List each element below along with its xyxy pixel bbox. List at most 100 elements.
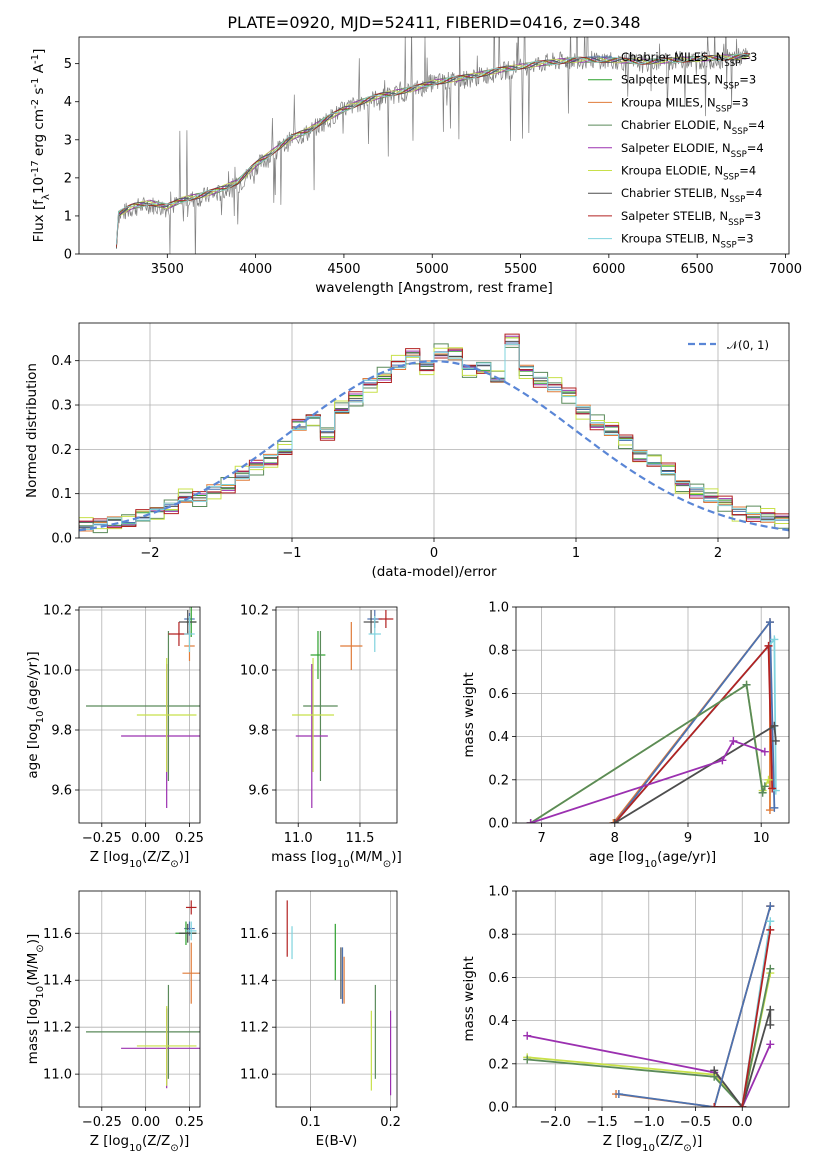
mass-vs-ebv-xlabel: E(B-V) (316, 1133, 358, 1149)
mass-vs-Z-ytick-label: 11.4 (43, 974, 72, 989)
weight-vs-Z-axes: −2.0 −1.5 −1.0 −0.5 0.0 0.0 0.2 0.4 0.6 0.8 1.0 Z [… (461, 885, 790, 1154)
residuals-ytick-label: 0.2 (51, 443, 72, 458)
spectrum-xtick-label: 6500 (681, 262, 714, 277)
mass-weight-marker (738, 1103, 747, 1107)
spectrum-xlabel: wavelength [Angstrom, rest frame] (315, 280, 553, 296)
residuals-xtick-label: −1 (282, 546, 301, 561)
mass-vs-Z-frame (78, 890, 201, 1108)
spectrum-ytick-label: 0 (64, 248, 72, 263)
mass-weight-line (530, 739, 766, 823)
age-vs-Z-plot-area (86, 607, 200, 808)
mass-weight-line (527, 968, 772, 1107)
weight-vs-Z-xtick-label: −1.5 (586, 1115, 618, 1130)
mass-vs-Z-xtick-label: 0.00 (131, 1115, 160, 1130)
mass-vs-ebv-ytick-label: 11.2 (240, 1021, 269, 1036)
weight-vs-age-xlabel: age [log10(age/yr)] (589, 849, 716, 870)
legend-label: Chabrier STELIB, NSSP=4 (621, 186, 762, 205)
spectrum-legend: Chabrier MILES, NSSP=3 Salpeter MILES, NS… (588, 50, 765, 251)
age-vs-Z-xlabel: Z [log10(Z/Z⊙)] (90, 849, 190, 870)
mass-weight-line (614, 643, 774, 823)
age-vs-Z-ytick-label: 9.8 (51, 724, 72, 739)
mass-weight-marker (610, 819, 619, 823)
mass-weight-line (714, 929, 772, 1107)
mass-weight-marker (614, 1090, 623, 1099)
weight-vs-age-xtick-label: 10 (753, 831, 770, 846)
mass-weight-marker (718, 756, 727, 765)
weight-vs-Z-xtick-label: −1.0 (633, 1115, 665, 1130)
residuals-plot-area (79, 333, 789, 538)
mass-weight-marker (742, 680, 751, 689)
age-vs-mass-axes: 11.0 11.5 9.6 9.8 10.0 10.2 mass [log10(M/M⊙)] (240, 604, 402, 870)
weight-vs-age-ytick-label: 0.4 (488, 730, 509, 745)
mass-weight-marker (729, 736, 738, 745)
mass-weight-marker (523, 1031, 532, 1040)
residuals-ytick-label: 0.4 (51, 354, 72, 369)
residuals-xtick-label: 1 (572, 546, 580, 561)
age-vs-mass-xlabel: mass [log10(M/M⊙)] (271, 849, 402, 870)
legend-label: Kroupa STELIB, NSSP=3 (621, 232, 754, 251)
age-vs-mass-frame (275, 606, 398, 824)
spectrum-ytick-label: 2 (64, 171, 72, 186)
spectrum-model-line (116, 53, 751, 245)
age-vs-Z-frame (78, 606, 201, 824)
spectrum-ytick-label: 1 (64, 209, 72, 224)
mass-weight-marker (760, 782, 769, 791)
mass-vs-ebv-ytick-label: 11.4 (240, 974, 269, 989)
mass-vs-Z-axes: −0.25 0.00 0.25 11.0 11.2 11.4 11.6 Z [log10(Z/… (25, 890, 204, 1154)
mass-weight-marker (760, 747, 769, 756)
legend-label: Salpeter STELIB, NSSP=3 (621, 209, 761, 228)
spectrum-xtick-label: 7000 (769, 262, 802, 277)
residuals-xtick-label: 2 (714, 546, 722, 561)
mass-weight-marker (766, 902, 775, 911)
mass-weight-marker (770, 803, 779, 812)
weight-vs-age-ytick-label: 0.2 (488, 773, 509, 788)
legend-label: Kroupa MILES, NSSP=3 (621, 95, 749, 114)
weight-vs-Z-ytick-label: 1.0 (488, 885, 509, 900)
residuals-ytick-label: 0.3 (51, 399, 72, 414)
mass-weight-marker (770, 635, 779, 644)
weight-vs-Z-xtick-label: −0.5 (680, 1115, 712, 1130)
mass-weight-marker (766, 925, 775, 934)
mass-weight-marker (765, 806, 774, 815)
mass-weight-marker (770, 721, 779, 730)
age-vs-Z-xtick-label: 0.00 (131, 831, 160, 846)
age-vs-mass-ytick-label: 9.6 (248, 784, 269, 799)
weight-vs-Z-ytick-label: 0.4 (488, 1014, 509, 1029)
age-vs-mass-xtick-label: 11.0 (284, 831, 313, 846)
gaussian-legend-label: 𝒩(0, 1) (727, 338, 769, 352)
spectrum-ytick-label: 4 (64, 95, 72, 110)
weight-vs-age-ylabel: mass weight (461, 672, 477, 757)
mass-weight-marker (526, 819, 535, 823)
mass-vs-Z-xtick-label: −0.25 (82, 1115, 122, 1130)
residuals-ytick-label: 0.0 (51, 532, 72, 547)
weight-vs-Z-frame (515, 890, 790, 1108)
weight-vs-age-xtick-label: 7 (537, 831, 545, 846)
mass-weight-marker (710, 1103, 719, 1107)
spectrum-ylabel: Flux [fλ10-17 erg cm-2 s-1 A-1] (30, 49, 52, 243)
mass-vs-ebv-axes: 0.1 0.2 11.0 11.2 11.4 11.6 E(B-V) (240, 890, 401, 1149)
age-vs-Z-ytick-label: 10.0 (43, 664, 72, 679)
weight-vs-Z-ylabel: mass weight (461, 956, 477, 1041)
mass-weight-line (614, 724, 777, 823)
legend-label: Chabrier ELODIE, NSSP=4 (621, 118, 765, 137)
residuals-axes: −2 −1 0 1 2 0.0 0.1 0.2 0.3 0.4 (data-model)/error… (24, 322, 790, 580)
residuals-ytick-label: 0.1 (51, 487, 72, 502)
mass-vs-ebv-xtick-label: 0.2 (380, 1115, 401, 1130)
age-vs-Z-axes: −0.25 0.00 0.25 9.6 9.8 10.0 10.2 Z [log10(Z/Z⊙… (25, 604, 204, 870)
spectrum-ytick-label: 3 (64, 133, 72, 148)
mass-weight-marker (766, 964, 775, 973)
mass-weight-line (713, 1009, 772, 1107)
residuals-ylabel: Normed distribution (24, 363, 40, 498)
mass-weight-line (714, 921, 772, 1107)
spectrum-plot-area (116, 37, 751, 254)
residuals-frame (78, 322, 790, 539)
residuals-xlabel: (data-model)/error (371, 564, 497, 580)
spectrum-xtick-label: 6000 (592, 262, 625, 277)
mass-weight-marker (523, 1055, 532, 1064)
spectrum-xtick-label: 5000 (416, 262, 449, 277)
gaussian-curve (79, 360, 789, 532)
mass-vs-Z-ylabel: mass [log10(M/M⊙)] (25, 934, 46, 1065)
legend-label: Salpeter MILES, NSSP=3 (621, 73, 756, 92)
mass-vs-Z-plot-area (86, 900, 200, 1089)
